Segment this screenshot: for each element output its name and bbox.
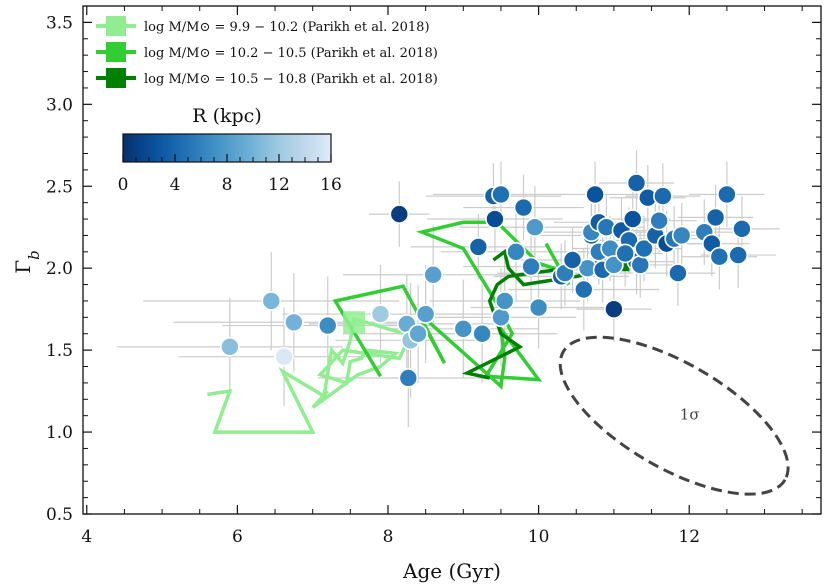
legend-label-1: log M/M⊙ = 9.9 − 10.2 (Parikh et al. 201… bbox=[144, 20, 430, 35]
x-tick-label: 10 bbox=[528, 527, 550, 547]
data-point bbox=[408, 323, 428, 344]
y-tick-label: 3.0 bbox=[46, 95, 73, 115]
x-axis-ticks: 4 6 8 10 12 bbox=[81, 6, 803, 547]
colorbar-ticks: 0 4 8 12 16 bbox=[118, 154, 342, 195]
y-tick-label: 1.5 bbox=[46, 341, 73, 361]
legend-label-3: log M/M⊙ = 10.5 − 10.8 (Parikh et al. 20… bbox=[144, 72, 438, 87]
data-point bbox=[626, 173, 647, 193]
colorbar: R (kpc) 0 4 8 12 16 bbox=[118, 105, 342, 195]
plot-frame bbox=[82, 5, 822, 515]
data-point bbox=[485, 209, 505, 229]
track-line-1 bbox=[207, 316, 414, 434]
data-point bbox=[506, 242, 526, 262]
data-point bbox=[453, 319, 474, 339]
data-points bbox=[220, 173, 752, 388]
data-point bbox=[220, 337, 240, 357]
data-point bbox=[491, 307, 511, 328]
data-point bbox=[649, 210, 669, 231]
x-tick-label: 8 bbox=[383, 527, 394, 547]
legend-marker-3 bbox=[106, 68, 126, 88]
y-tick-label: 2.0 bbox=[46, 259, 73, 279]
data-point bbox=[472, 323, 492, 344]
data-point bbox=[585, 184, 605, 205]
data-point bbox=[389, 204, 410, 224]
data-point bbox=[525, 217, 545, 238]
data-point bbox=[604, 299, 624, 319]
data-point bbox=[573, 279, 594, 300]
colorbar-tick-label: 16 bbox=[320, 175, 342, 195]
x-tick-label: 4 bbox=[81, 527, 92, 547]
data-point bbox=[521, 256, 541, 277]
data-point bbox=[513, 197, 534, 218]
data-point bbox=[668, 263, 688, 283]
y-axis-ticks: 0.5 1.0 1.5 2.0 2.5 3.0 3.5 bbox=[46, 13, 821, 525]
y-tick-label: 2.5 bbox=[46, 177, 73, 197]
data-point bbox=[274, 346, 294, 367]
track-marker-1 bbox=[343, 311, 366, 334]
data-point bbox=[284, 312, 304, 333]
y-tick-label: 0.5 bbox=[46, 505, 73, 525]
data-point bbox=[653, 186, 673, 206]
data-point bbox=[717, 184, 737, 205]
x-tick-label: 12 bbox=[678, 527, 700, 547]
track-line-3 bbox=[461, 248, 626, 380]
data-point bbox=[615, 243, 636, 264]
track-line-2 bbox=[332, 220, 571, 390]
sigma-label: 1σ bbox=[680, 406, 700, 424]
data-point bbox=[705, 207, 726, 228]
x-tick-label: 6 bbox=[232, 527, 243, 547]
data-point bbox=[415, 304, 436, 324]
y-axis-label: Γb bbox=[11, 250, 43, 274]
data-point bbox=[728, 245, 748, 265]
legend: log M/M⊙ = 9.9 − 10.2 (Parikh et al. 201… bbox=[96, 16, 438, 88]
colorbar-tick-label: 4 bbox=[170, 175, 181, 195]
data-point bbox=[468, 237, 489, 257]
x-axis-label: Age (Gyr) bbox=[402, 559, 501, 583]
data-point bbox=[634, 238, 654, 259]
data-point bbox=[494, 291, 515, 311]
data-point bbox=[562, 250, 583, 270]
data-point bbox=[423, 264, 443, 285]
y-tick-label: 1.0 bbox=[46, 423, 73, 443]
data-point bbox=[370, 304, 391, 324]
colorbar-tick-label: 0 bbox=[118, 175, 129, 195]
data-point bbox=[528, 297, 549, 318]
legend-marker-1 bbox=[106, 16, 126, 36]
data-point bbox=[732, 219, 752, 239]
data-point bbox=[317, 315, 338, 336]
colorbar-title: R (kpc) bbox=[192, 105, 262, 127]
data-point bbox=[709, 246, 730, 267]
data-point bbox=[491, 184, 511, 205]
y-tick-label: 3.5 bbox=[46, 13, 73, 33]
data-point bbox=[630, 255, 651, 275]
colorbar-tick-label: 12 bbox=[268, 175, 290, 195]
legend-marker-2 bbox=[106, 42, 126, 62]
colorbar-tick-label: 8 bbox=[222, 175, 233, 195]
data-point bbox=[671, 225, 692, 246]
legend-label-2: log M/M⊙ = 10.2 − 10.5 (Parikh et al. 20… bbox=[144, 46, 438, 61]
data-point bbox=[622, 209, 643, 229]
data-point bbox=[261, 291, 282, 311]
data-point bbox=[398, 368, 419, 388]
